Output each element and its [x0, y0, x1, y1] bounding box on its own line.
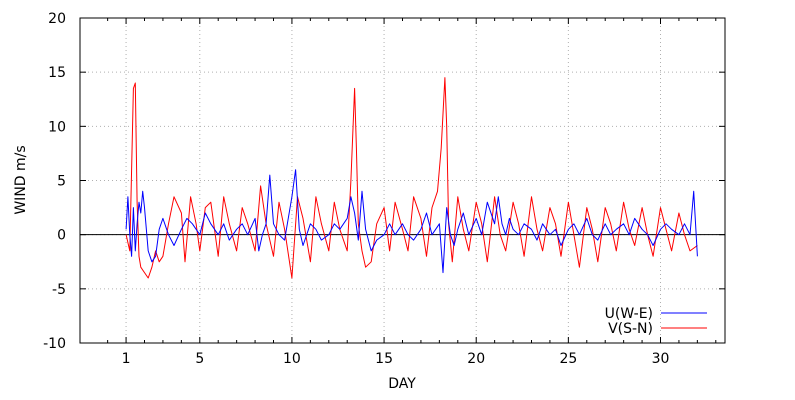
y-tick-label: -5	[52, 282, 66, 298]
y-tick-label: 0	[57, 228, 66, 244]
legend-label-u: U(W-E)	[605, 306, 653, 322]
series-line-u	[125, 169, 698, 274]
grid-lines	[80, 18, 725, 343]
x-axis-label: DAY	[388, 376, 416, 392]
x-tick-label: 1	[122, 351, 131, 367]
y-tick-label: -10	[43, 336, 66, 352]
legend-label-v: V(S-N)	[608, 321, 653, 337]
series-line-v	[125, 77, 698, 279]
x-tick-label: 20	[467, 351, 485, 367]
y-tick-label: 10	[48, 119, 66, 135]
x-tick-label: 25	[559, 351, 577, 367]
y-axis-label: WIND m/s	[13, 145, 29, 214]
y-tick-label: 5	[57, 174, 66, 190]
x-tick-label: 10	[283, 351, 301, 367]
y-tick-label: 15	[48, 65, 66, 81]
x-tick-label: 15	[375, 351, 393, 367]
legend: U(W-E) V(S-N)	[605, 306, 707, 337]
x-tick-label: 30	[652, 351, 670, 367]
series-layer	[125, 77, 698, 279]
x-tick-label: 5	[195, 351, 204, 367]
y-tick-label: 20	[48, 11, 66, 27]
